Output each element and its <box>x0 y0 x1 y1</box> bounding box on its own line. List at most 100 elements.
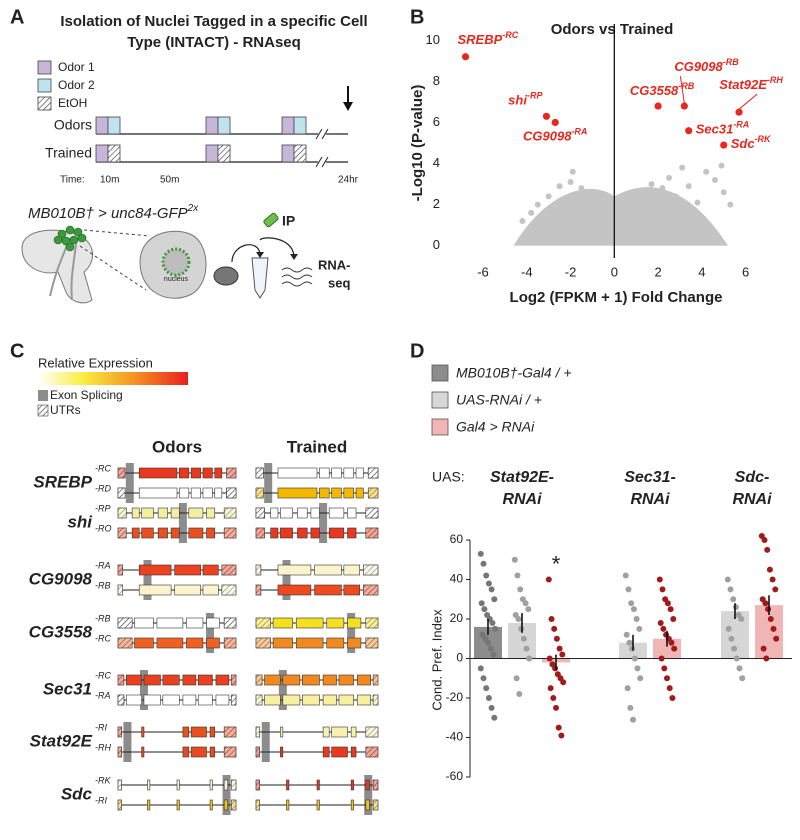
exon <box>215 674 230 686</box>
exon <box>277 487 318 499</box>
exon <box>170 507 180 519</box>
gene-name: CG9098 <box>29 569 93 588</box>
background-point <box>703 168 710 175</box>
data-point <box>520 635 527 642</box>
background-point <box>528 209 535 216</box>
exon <box>316 779 320 791</box>
isoform-label: -RB <box>95 580 111 590</box>
exon <box>223 779 229 791</box>
exon <box>277 564 312 576</box>
exon <box>277 467 318 479</box>
gene-name: shi <box>508 93 527 108</box>
data-point <box>630 606 637 613</box>
data-point <box>480 675 487 682</box>
exon <box>190 487 201 499</box>
background-point <box>567 179 574 186</box>
exon <box>343 584 360 596</box>
exon <box>143 694 161 706</box>
exon <box>328 507 345 519</box>
isoform-label: -RC <box>95 633 111 643</box>
isoform: -RK <box>755 134 772 144</box>
data-point <box>659 586 666 593</box>
exon <box>147 799 151 811</box>
nucleus-label: nucleus <box>164 276 189 283</box>
legend-label: Odor 1 <box>58 60 95 74</box>
exon <box>302 674 320 686</box>
panel-label: C <box>10 340 24 362</box>
utr <box>226 487 237 499</box>
background-point <box>598 234 605 241</box>
exon <box>365 799 370 811</box>
data-point <box>630 716 636 723</box>
splice-site <box>222 775 231 815</box>
exon <box>297 527 308 539</box>
data-point <box>551 625 558 632</box>
exon <box>264 674 281 686</box>
exon <box>182 674 197 686</box>
background-point <box>569 168 576 175</box>
background-point <box>626 197 633 204</box>
legend-swatch <box>37 404 49 417</box>
exon <box>131 507 140 519</box>
point-label: SREBP-RC <box>458 30 519 47</box>
data-point <box>547 685 554 692</box>
break-mark <box>315 128 323 140</box>
data-point <box>724 576 731 583</box>
isoform: -RP <box>527 91 543 101</box>
utr <box>117 617 133 629</box>
gene-name: Sdc <box>731 136 756 151</box>
exon <box>214 487 223 499</box>
exon <box>157 527 168 539</box>
fly-head <box>213 266 239 286</box>
exon <box>209 746 216 758</box>
exon <box>347 617 362 629</box>
panel-label: A <box>10 6 24 28</box>
exon <box>350 779 354 791</box>
y-tick-label: 10 <box>426 32 440 47</box>
stimulus-box <box>293 144 307 163</box>
arrow-head <box>290 254 298 260</box>
data-point <box>669 695 676 701</box>
exon <box>322 674 337 686</box>
data-point <box>513 675 520 682</box>
exon <box>286 779 290 791</box>
neuron <box>69 235 79 245</box>
utr <box>363 584 379 596</box>
exon <box>156 617 184 629</box>
exon <box>280 527 293 539</box>
exon <box>350 746 357 758</box>
point-label: Sdc-RK <box>731 134 772 151</box>
y-axis-label: -Log10 (P-value) <box>409 85 426 202</box>
time-tick: 24hr <box>338 175 359 186</box>
exon <box>282 694 301 706</box>
exon <box>295 637 324 649</box>
data-point <box>516 691 523 698</box>
utr <box>117 564 124 576</box>
exon <box>190 467 201 479</box>
utr <box>255 637 271 649</box>
data-point <box>727 586 734 593</box>
splice-site <box>125 463 134 503</box>
exon <box>143 674 161 686</box>
background-point <box>578 185 585 192</box>
exon <box>147 779 151 791</box>
data-point <box>523 645 530 652</box>
utr <box>117 726 122 738</box>
data-point <box>666 685 673 692</box>
exon <box>174 564 201 576</box>
splice-site <box>139 670 148 710</box>
exon <box>138 467 178 479</box>
background-point <box>652 197 659 204</box>
highlight-point <box>685 127 693 135</box>
exon <box>350 799 354 811</box>
data-point <box>763 655 770 662</box>
background-point <box>554 218 561 225</box>
utr <box>117 527 127 539</box>
exon <box>322 694 337 706</box>
exon <box>347 637 362 649</box>
category-label: Stat92E- <box>490 469 554 486</box>
data-point <box>664 600 671 607</box>
isoform: -RA <box>571 127 587 137</box>
x-tick-label: 0 <box>611 264 618 279</box>
exon <box>282 674 301 686</box>
